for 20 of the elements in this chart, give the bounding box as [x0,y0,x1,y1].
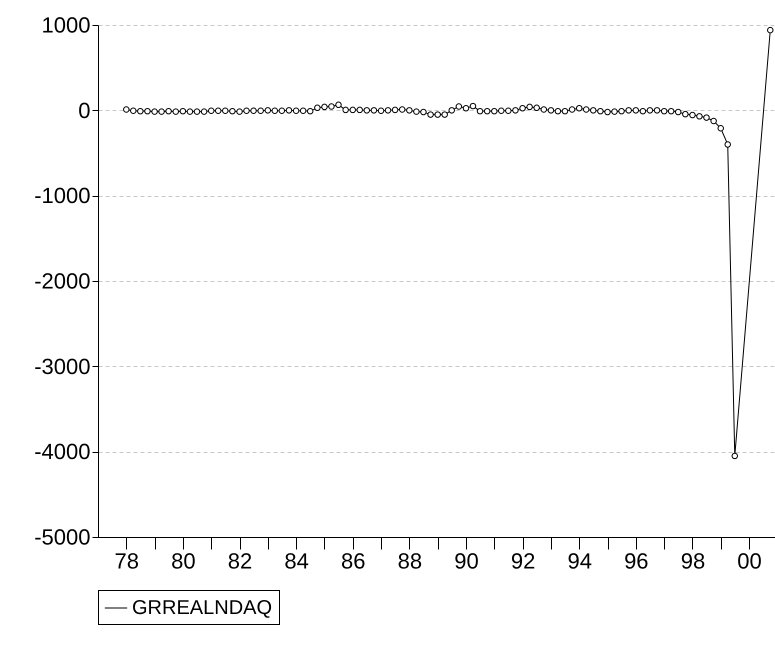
y-tick-label: 1000 [42,12,90,38]
y-tick-label: 0 [78,98,90,123]
x-tick-label: 94 [567,548,592,574]
x-tick-label: 84 [284,548,309,574]
y-tick-label: -4000 [34,439,90,464]
x-tick-label: 92 [510,548,536,574]
x-tick-label: 82 [228,548,252,574]
x-tick-label: 00 [737,548,762,574]
legend-label: GRREALNDAQ [132,597,272,619]
y-tick-label: -1000 [34,183,90,208]
y-tick-label: -3000 [34,354,90,379]
x-tick-label: 80 [171,548,196,574]
x-tick-label: 96 [624,548,649,574]
x-tick-label: 86 [341,548,366,574]
x-tick-label: 90 [454,548,479,574]
y-tick-label: -5000 [34,524,90,550]
x-tick-label: 78 [114,548,140,574]
x-tick-label: 88 [398,548,422,574]
y-tick-label: -2000 [34,268,90,294]
x-tick-label: 98 [680,548,706,574]
